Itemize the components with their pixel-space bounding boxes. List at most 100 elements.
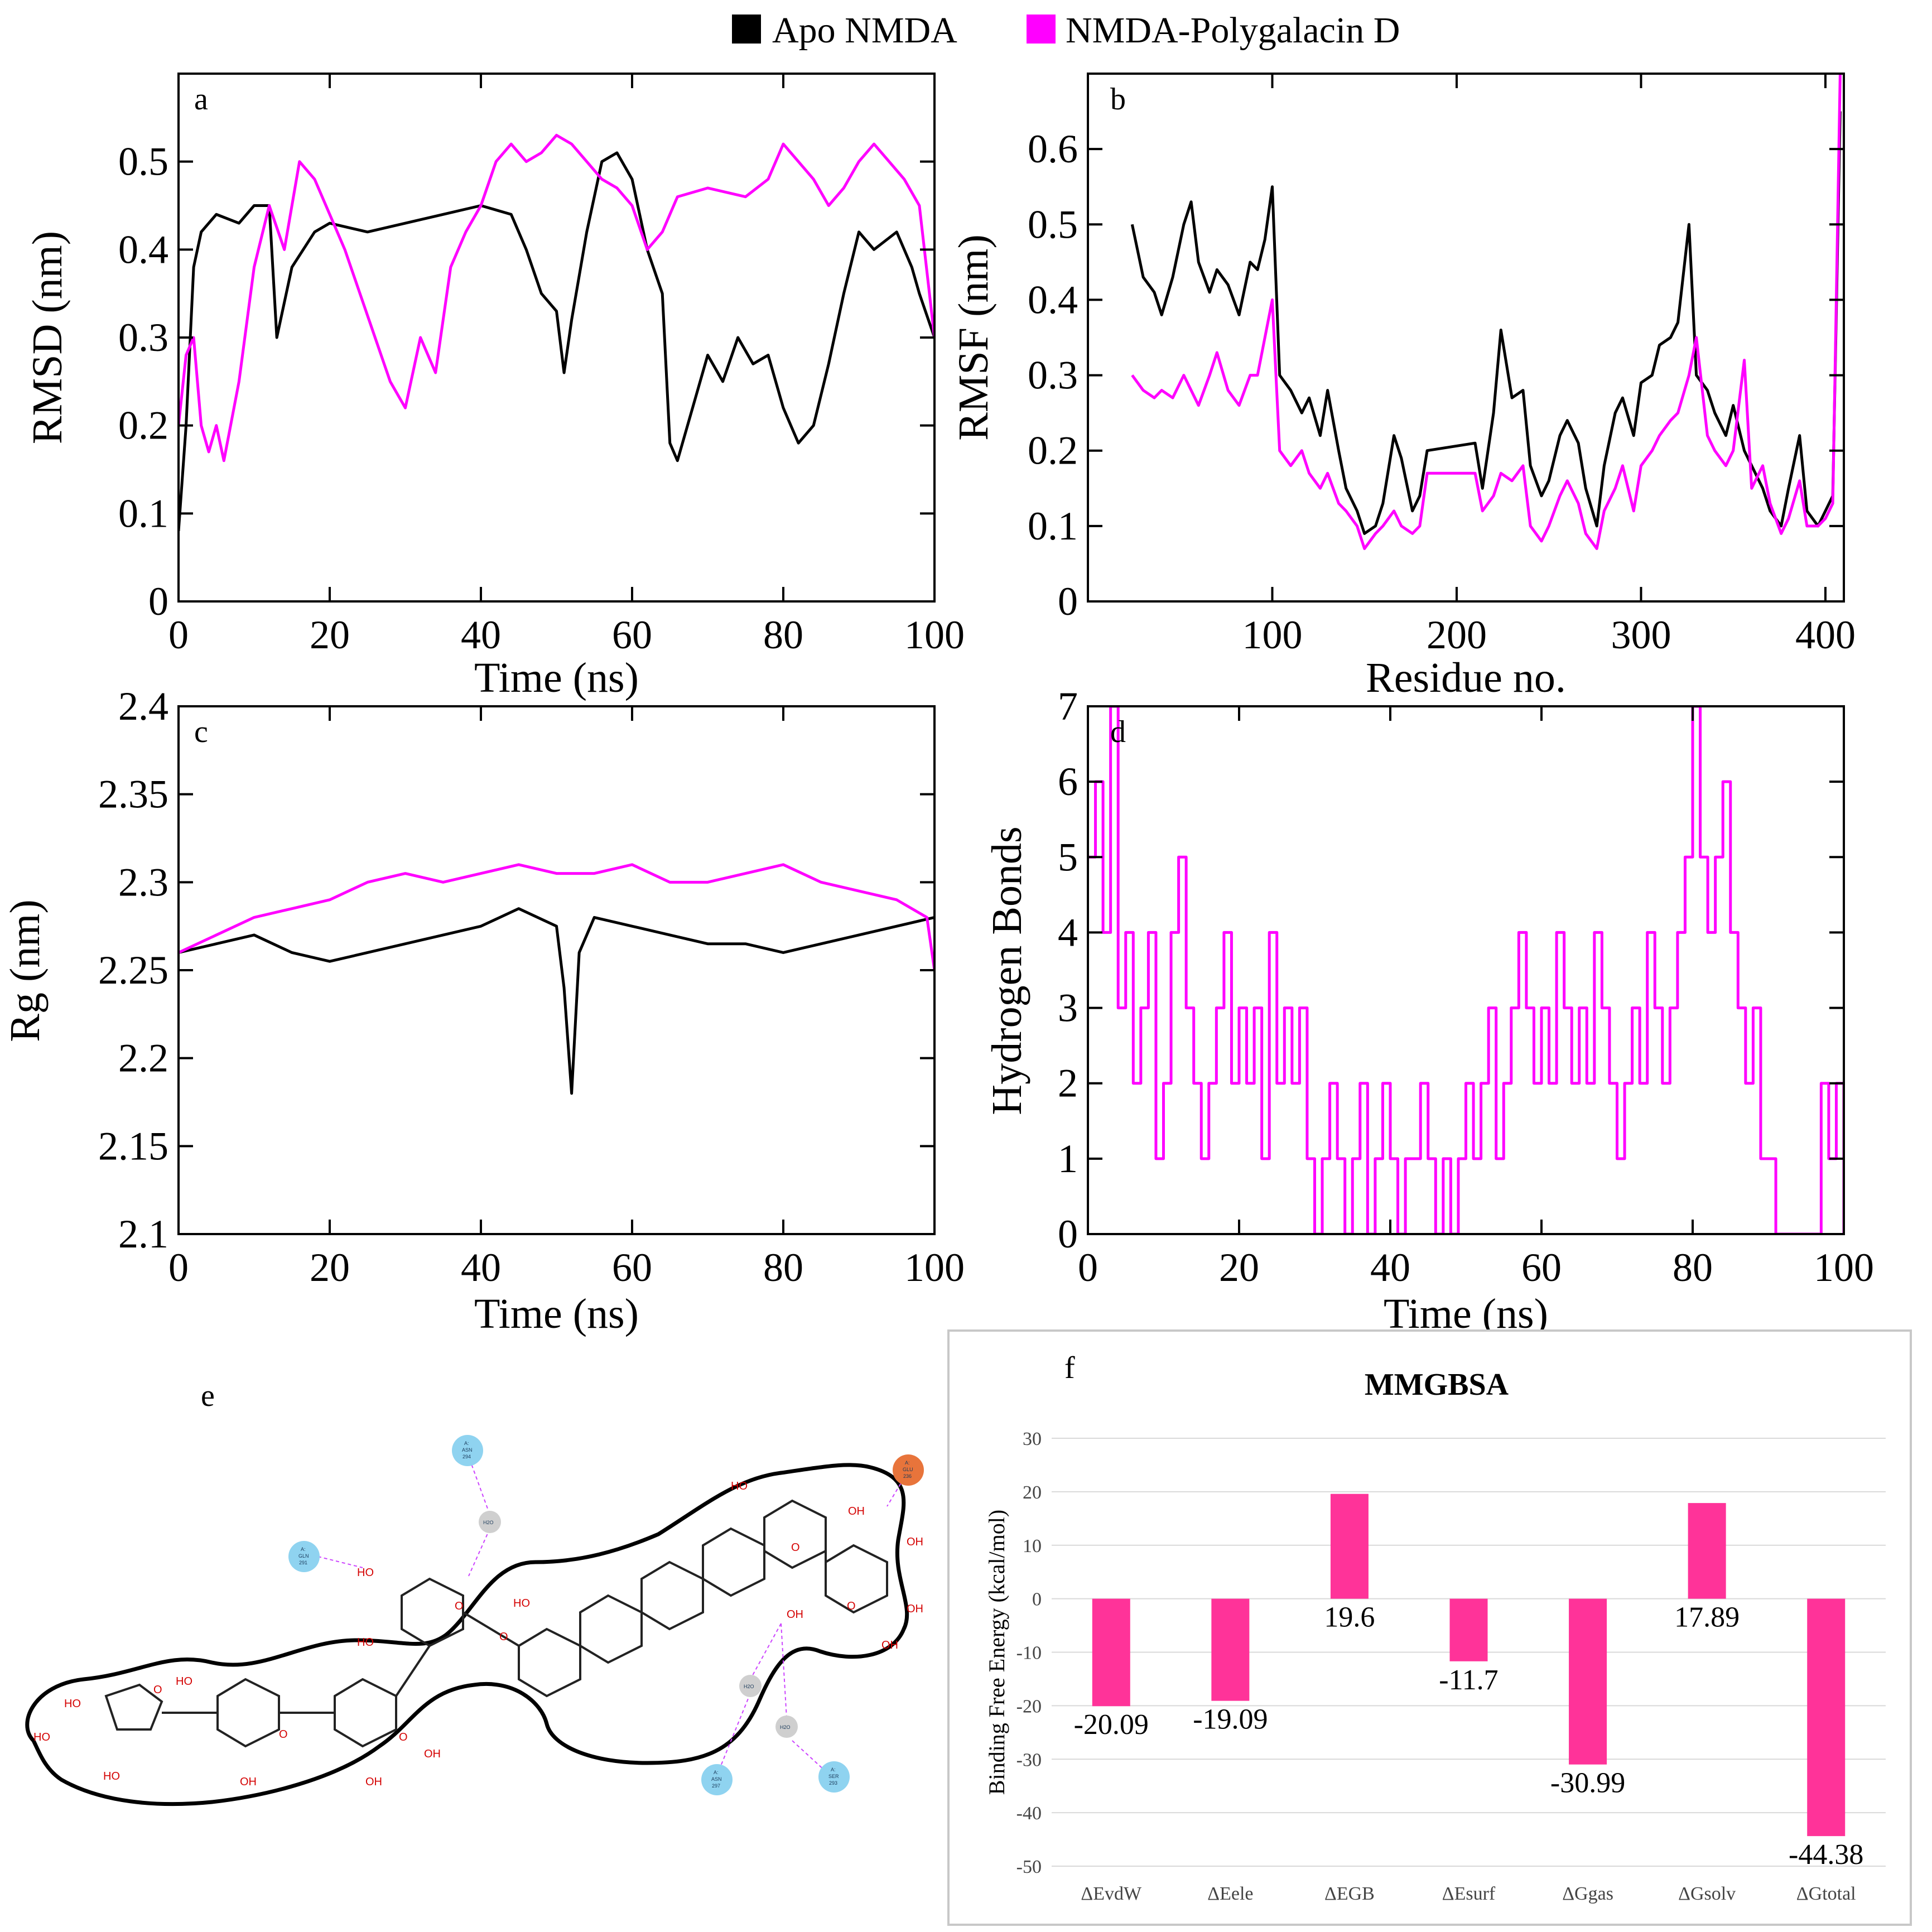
atom-label: O	[399, 1731, 408, 1743]
y-tick-label: 0.5	[1028, 202, 1078, 247]
residue-name: SER	[828, 1774, 839, 1779]
water-circle	[479, 1511, 501, 1533]
hbond-line	[792, 1740, 826, 1772]
x-axis-label: Residue no.	[1366, 654, 1566, 701]
atom-label: HO	[731, 1480, 748, 1492]
y-tick-label: 0.2	[118, 403, 168, 448]
plot-frame	[1087, 705, 1845, 1235]
hbond-line	[886, 1478, 904, 1507]
steroid-ring-B	[579, 1594, 643, 1664]
series-line-apo	[179, 907, 934, 1095]
binding-pocket-outline	[25, 1463, 909, 1806]
y-tick-label: 7	[1058, 684, 1078, 729]
atom-label: OH	[240, 1776, 257, 1788]
atom-label: O	[279, 1728, 288, 1741]
residue-number: 291	[299, 1560, 307, 1565]
x-tick-label: 100	[904, 613, 965, 657]
series-line-apo	[179, 151, 934, 532]
y-tick-label: 30	[1023, 1429, 1042, 1449]
atom-label: OH	[907, 1603, 923, 1615]
residue-chain: A:	[905, 1460, 910, 1466]
atom-label: O	[499, 1631, 508, 1643]
residue-circle	[893, 1454, 924, 1486]
water-label: H2O	[744, 1684, 754, 1689]
y-tick-label: 2.1	[118, 1212, 168, 1256]
y-tick-label: 0.3	[118, 315, 168, 360]
panel-label-c: c	[194, 715, 208, 749]
residue-name: GLN	[298, 1553, 309, 1559]
bar-value-label: -11.7	[1439, 1664, 1498, 1696]
y-tick-label: 1	[1058, 1136, 1078, 1181]
y-tick-label: 6	[1058, 759, 1078, 804]
steroid-ring-D	[702, 1527, 765, 1597]
bar-4	[1569, 1598, 1607, 1765]
x-axis-label: Time (ns)	[474, 1290, 639, 1337]
bar-value-label: -44.38	[1789, 1839, 1863, 1871]
atom-label: OH	[848, 1505, 865, 1517]
x-tick-label: 60	[612, 1245, 652, 1290]
residue-number: 294	[462, 1454, 471, 1459]
y-tick-label: -40	[1016, 1803, 1042, 1824]
y-tick-label: -10	[1016, 1643, 1042, 1664]
bar-value-label: -20.09	[1074, 1709, 1149, 1741]
residue-chain: A:	[464, 1440, 469, 1446]
y-tick-label: -20	[1016, 1696, 1042, 1717]
bar-0	[1092, 1598, 1130, 1707]
x-tick-label: ΔEvdW	[1081, 1883, 1142, 1904]
y-tick-label: 2.4	[118, 684, 168, 729]
residue-circle	[288, 1541, 320, 1572]
series-group	[179, 133, 934, 532]
x-tick-label: 100	[904, 1245, 965, 1290]
plot-frame	[177, 705, 936, 1235]
atom-label: HO	[64, 1698, 81, 1710]
x-tick-label: 0	[168, 613, 189, 657]
legend-label-complex: NMDA-Polygalacin D	[1066, 10, 1400, 51]
steroid-ring-C	[640, 1560, 704, 1631]
bar-value-label: -19.09	[1193, 1704, 1268, 1736]
x-tick-label: 100	[1814, 1245, 1874, 1290]
atom-label: HO	[33, 1731, 50, 1743]
y-tick-label: 0.4	[1028, 277, 1078, 322]
x-tick-label: ΔEele	[1207, 1883, 1253, 1904]
x-tick-label: 400	[1795, 613, 1856, 657]
bar-3	[1449, 1598, 1488, 1661]
hbond-line	[719, 1693, 751, 1769]
panel-label-f: f	[1064, 1351, 1075, 1385]
y-tick-label: 0.3	[1028, 353, 1078, 398]
y-tick-label: 0.1	[118, 491, 168, 536]
water-molecules: H2O H2O H2O	[479, 1511, 798, 1738]
y-tick-label: -50	[1016, 1857, 1042, 1877]
water-label: H2O	[780, 1724, 791, 1730]
y-axis-label: RMSF (nm)	[950, 234, 997, 441]
x-tick-label: 60	[1521, 1245, 1562, 1290]
steroid-ring-A	[518, 1627, 581, 1698]
residue-chain: A:	[831, 1767, 836, 1772]
residue-number: 293	[829, 1780, 837, 1786]
x-tick-label: 40	[461, 613, 501, 657]
atom-label: OH	[787, 1608, 803, 1621]
residue-bubbles: A: ASN 294 A: GLN 291 A: GLU 236 A: ASN …	[288, 1435, 924, 1795]
atom-labels: HO HO HO HO HO HO HO OH OH OH OH OH OH O…	[33, 1480, 923, 1788]
hbond-line	[780, 1623, 787, 1719]
y-axis-label: Binding Free Energy (kcal/mol)	[984, 1510, 1009, 1795]
y-tick-label: 2.35	[98, 772, 168, 817]
atom-label: OH	[907, 1536, 923, 1548]
plot-frame	[177, 73, 936, 603]
water-circle	[775, 1716, 798, 1738]
y-tick-label: 2.15	[98, 1124, 168, 1168]
y-tick-label: 0.6	[1028, 127, 1078, 171]
y-tick-label: 2.2	[118, 1036, 168, 1081]
legend-swatch-complex	[1027, 15, 1056, 44]
x-tick-label: 20	[1219, 1245, 1259, 1290]
x-tick-label: 100	[1242, 613, 1302, 657]
bar-1	[1211, 1598, 1250, 1701]
x-tick-label: 40	[461, 1245, 501, 1290]
sugar-ring-4	[825, 1544, 888, 1614]
legend: Apo NMDA NMDA-Polygalacin D	[732, 10, 1400, 51]
atom-label: O	[847, 1600, 856, 1612]
legend-swatch-apo	[732, 15, 761, 44]
series-line-complex	[179, 863, 934, 971]
residue-glu236: A: GLU 236	[893, 1454, 924, 1486]
y-tick-label: -30	[1016, 1750, 1042, 1770]
